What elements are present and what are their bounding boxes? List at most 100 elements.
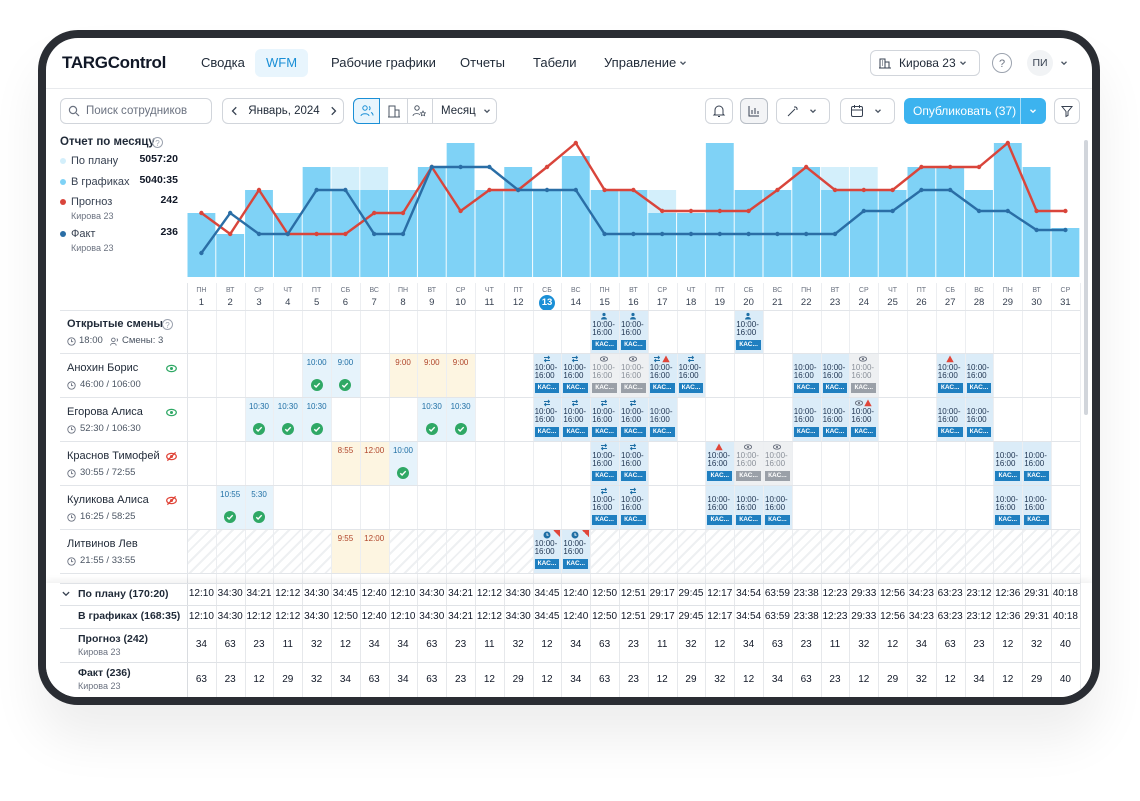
- weekday: СР: [254, 287, 264, 294]
- filter-button[interactable]: [1054, 98, 1080, 124]
- weekday: СР: [1060, 287, 1071, 294]
- summary-value: 12:40: [563, 611, 589, 622]
- line-point: [343, 231, 348, 237]
- nav-item[interactable]: Рабочие графики: [331, 55, 436, 70]
- summary-value: 63: [426, 674, 438, 685]
- summary-value: 40:18: [1052, 611, 1078, 622]
- shift-cell[interactable]: [418, 354, 447, 397]
- summary-value: 29:17: [649, 588, 675, 599]
- column-line: [676, 283, 678, 583]
- legend-total: 242: [160, 194, 178, 206]
- summary-value: 12: [253, 674, 265, 685]
- column-line: [964, 583, 966, 697]
- shift-cell[interactable]: [360, 530, 389, 573]
- screen: TARGControl Сводка WFM Рабочие графики Отчет…: [46, 38, 1092, 697]
- chart-button[interactable]: [740, 98, 768, 124]
- nav-item[interactable]: Табели: [533, 55, 577, 70]
- line-point: [400, 210, 406, 216]
- location-button[interactable]: [870, 50, 980, 76]
- view-select[interactable]: Месяц: [441, 105, 476, 117]
- swap-icon: [571, 399, 579, 407]
- magic-button[interactable]: [776, 98, 830, 124]
- summary-value: 34:30: [505, 611, 531, 622]
- bell-button[interactable]: [705, 98, 733, 124]
- shift-cell[interactable]: [447, 354, 475, 397]
- chevron-icon: [482, 106, 492, 116]
- weekday: ПН: [801, 287, 812, 294]
- shift-role: КАС...: [592, 340, 617, 350]
- shift-time: 9:00: [337, 358, 354, 367]
- employee-name[interactable]: Куликова Алиса: [67, 494, 149, 506]
- person-icon: [744, 312, 752, 320]
- search-box[interactable]: [60, 98, 212, 124]
- day-number: 16: [628, 297, 639, 308]
- shift-time: 10:00-16:00: [707, 495, 731, 512]
- shift-cell[interactable]: [332, 530, 360, 573]
- summary-value: 34:30: [505, 588, 531, 599]
- avatar[interactable]: ПИ: [1027, 50, 1053, 76]
- check-icon: [281, 423, 294, 435]
- clock-icon: [67, 425, 76, 434]
- line-point: [775, 231, 780, 237]
- shift-time: 10:00-16:00: [1024, 451, 1047, 468]
- day-number: 26: [916, 297, 927, 308]
- publish-label[interactable]: Опубликовать (37): [913, 104, 1017, 118]
- swap-icon: [687, 355, 695, 363]
- employee-name[interactable]: Краснов Тимофей: [67, 450, 160, 462]
- summary-value: 40: [1059, 674, 1071, 685]
- column-line: [705, 283, 707, 583]
- today-marker: [539, 295, 555, 311]
- column-line: [907, 583, 908, 697]
- calendar-button[interactable]: [840, 98, 895, 124]
- period-box[interactable]: [222, 98, 344, 124]
- summary-value: 34: [743, 639, 755, 650]
- summary-value: 12:23: [822, 588, 848, 599]
- shift-time: 10:00-16:00: [621, 320, 644, 337]
- panel-line: [187, 283, 188, 697]
- summary-value: 11: [829, 639, 841, 650]
- line-point: [832, 231, 838, 237]
- bar: [533, 190, 561, 277]
- month-chart: [187, 140, 1080, 277]
- line-point: [602, 187, 607, 193]
- legend-total: 5057:20: [139, 153, 178, 165]
- people-view-button[interactable]: [353, 98, 380, 124]
- weekday: СБ: [945, 287, 956, 294]
- employee-name[interactable]: Анохин Борис: [67, 362, 139, 374]
- line-point: [948, 187, 953, 193]
- shift-cell[interactable]: [389, 354, 418, 397]
- summary-value: 34: [195, 639, 207, 650]
- summary-value: 12: [541, 674, 553, 685]
- employee-name[interactable]: Литвинов Лев: [67, 538, 138, 550]
- row-line: [60, 583, 1080, 584]
- line-point: [919, 187, 924, 193]
- column-line: [273, 583, 275, 697]
- publish-button[interactable]: [904, 98, 1046, 124]
- nav-item[interactable]: WFM: [255, 49, 309, 77]
- swap-icon: [600, 399, 608, 407]
- nav-item[interactable]: Отчеты: [460, 55, 505, 70]
- weekday: ПН: [397, 287, 409, 294]
- nav-item[interactable]: Управление: [604, 55, 677, 70]
- shift-cell[interactable]: [332, 442, 360, 485]
- summary-value: 23: [627, 639, 639, 650]
- legend-label: Факт: [71, 228, 96, 240]
- shift-time: 10:00-16:00: [621, 363, 644, 380]
- employee-name[interactable]: Егорова Алиса: [67, 406, 143, 418]
- day-number: 27: [944, 297, 956, 308]
- help-button[interactable]: ?: [992, 53, 1012, 73]
- column-line: [734, 283, 736, 583]
- shift-role: КАС...: [534, 559, 560, 569]
- shift-cell[interactable]: [360, 442, 389, 485]
- nav-item[interactable]: Сводка: [201, 55, 245, 70]
- line-point: [832, 187, 838, 193]
- chevron-icon: [958, 58, 968, 68]
- shift-time: 10:30: [248, 402, 269, 411]
- shift-role: КАС...: [736, 471, 761, 481]
- weekday: ВТ: [1032, 287, 1041, 294]
- chevron-icon: [1059, 58, 1069, 68]
- weekday: ЧТ: [686, 287, 696, 294]
- weekday: ЧТ: [283, 287, 293, 294]
- summary-value: 12: [483, 674, 495, 685]
- summary-value: 34: [339, 674, 351, 685]
